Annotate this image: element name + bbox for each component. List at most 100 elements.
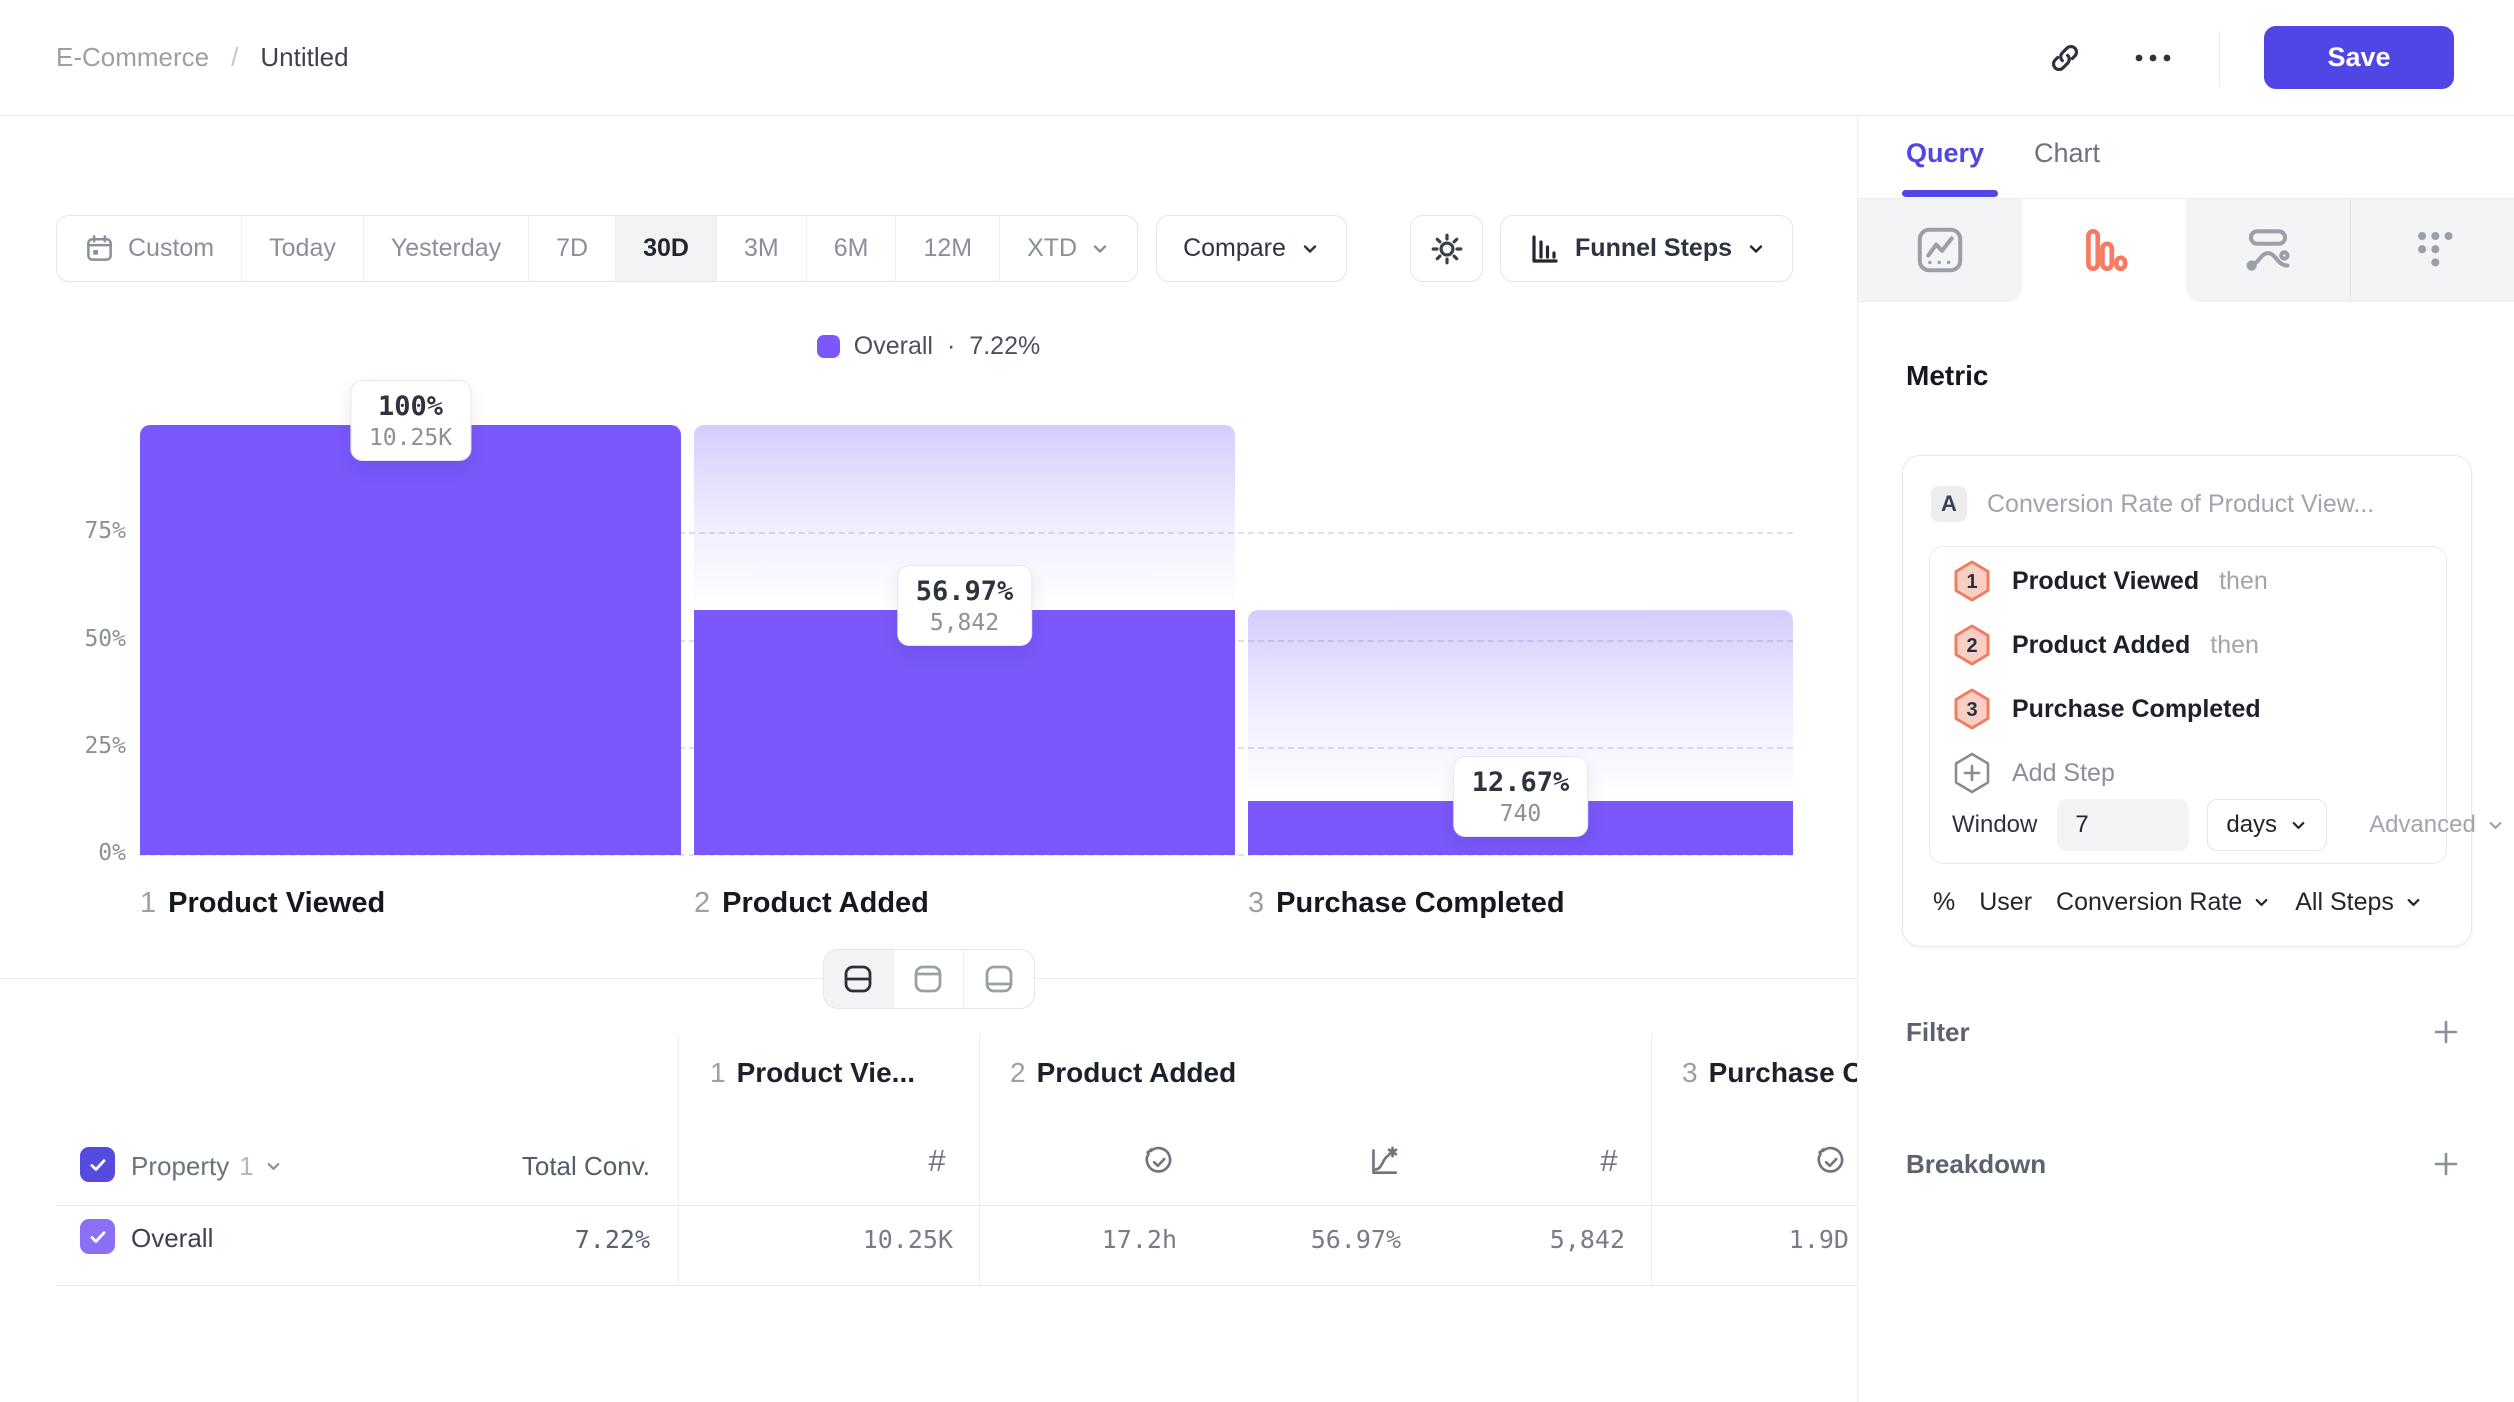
range-12m[interactable]: 12M	[896, 216, 1001, 281]
row-step2-avgtime: 17.2h	[1101, 1225, 1177, 1254]
avg-time-metric-icon[interactable]	[1141, 1143, 1177, 1179]
measure-row: % User Conversion Rate All Steps	[1933, 888, 2423, 917]
step-row-2[interactable]: 2 Product Added then	[1952, 623, 2259, 667]
chart-view-selector[interactable]: Funnel Steps	[1500, 215, 1793, 282]
bar-count-label: 5,842	[929, 610, 1000, 637]
step-hexagon-badge: 3	[1954, 688, 1990, 730]
flow-chart-icon	[2240, 222, 2296, 278]
conversion-rate-metric-icon[interactable]	[1365, 1143, 1401, 1179]
chart-toolbar: Custom Today Yesterday 7D 30D 3M 6M 12M …	[56, 215, 1793, 282]
row-step1-count: 10.25K	[862, 1225, 953, 1254]
range-6m[interactable]: 6M	[807, 216, 897, 281]
range-today[interactable]: Today	[242, 216, 364, 281]
chevron-down-icon	[2289, 816, 2308, 835]
bar-label: 100% 10.25K	[349, 380, 472, 461]
panel-tabs: Query Chart	[1858, 116, 2514, 199]
range-yesterday[interactable]: Yesterday	[364, 216, 530, 281]
link-icon	[2047, 40, 2083, 76]
step-hexagon-badge: 1	[1954, 560, 1990, 602]
range-30d-active[interactable]: 30D	[616, 216, 717, 281]
table-step-1-header: 1 Product Vie...	[710, 1057, 915, 1088]
save-button[interactable]: Save	[2264, 26, 2454, 89]
chart-type-funnel-button-active[interactable]	[2022, 199, 2186, 302]
share-link-button[interactable]	[2043, 36, 2087, 80]
layout-chart-only-button[interactable]	[893, 950, 964, 1008]
chart-type-line-button[interactable]	[1858, 199, 2022, 302]
chart-type-dots-button[interactable]	[2350, 199, 2514, 302]
column-divider	[979, 1035, 980, 1286]
plus-icon	[2434, 1020, 2458, 1044]
window-value-input[interactable]	[2057, 799, 2190, 851]
top-panel-icon	[911, 962, 945, 996]
compare-button[interactable]: Compare	[1156, 215, 1347, 282]
select-all-checkbox[interactable]	[80, 1147, 115, 1182]
metric-section-title: Metric	[1906, 360, 1989, 391]
funnel-bar-step-2[interactable]: 56.97% 5,842	[694, 425, 1235, 855]
y-tick-0: 0%	[98, 840, 126, 866]
chevron-down-icon	[1300, 239, 1320, 259]
range-xtd[interactable]: XTD	[1000, 216, 1137, 281]
chart-type-flow-button[interactable]	[2186, 199, 2350, 302]
funnel-bar-step-3[interactable]: 12.67% 740	[1248, 425, 1793, 855]
funnel-plot: 75% 50% 25% 0% 100% 10.25K 56.97% 5,842 …	[84, 380, 1793, 919]
breadcrumb: E-Commerce / Untitled	[56, 42, 349, 73]
results-table: 1 Product Vie... 2 Product Added 3 Purchase…	[0, 1035, 1863, 1286]
count-metric-icon[interactable]: #	[1600, 1143, 1618, 1178]
y-tick-75: 75%	[84, 518, 126, 544]
y-tick-25: 25%	[84, 733, 126, 759]
advanced-toggle[interactable]: Advanced	[2369, 811, 2505, 839]
range-7d[interactable]: 7D	[529, 216, 617, 281]
chevron-down-icon	[2486, 816, 2505, 835]
avg-time-metric-icon[interactable]	[1813, 1143, 1849, 1179]
measure-scope-select[interactable]: All Steps	[2295, 888, 2423, 917]
header-border	[56, 1205, 1857, 1206]
filter-label: Filter	[1906, 1016, 1970, 1047]
total-conv-header: Total Conv.	[521, 1151, 650, 1181]
step-row-1[interactable]: 1 Product Viewed then	[1952, 559, 2268, 603]
measure-metric-select[interactable]: Conversion Rate	[2056, 888, 2271, 917]
breadcrumb-current[interactable]: Untitled	[260, 42, 349, 72]
row-overall-label: Overall	[131, 1223, 214, 1253]
bar-pct-label: 56.97%	[915, 576, 1014, 608]
count-metric-icon[interactable]: #	[928, 1143, 946, 1178]
funnel-bar-step-1[interactable]: 100% 10.25K	[140, 380, 681, 855]
plus-icon	[2434, 1152, 2458, 1176]
filter-section: Filter	[1906, 1016, 2462, 1048]
tab-chart[interactable]: Chart	[2034, 138, 2101, 168]
svg-text:3: 3	[1966, 699, 1977, 721]
gear-icon	[1429, 231, 1465, 267]
metric-formula-row[interactable]: A Conversion Rate of Product View...	[1931, 486, 2374, 522]
add-breakdown-button[interactable]	[2430, 1148, 2462, 1180]
report-canvas: Custom Today Yesterday 7D 30D 3M 6M 12M …	[0, 116, 1863, 1402]
more-menu-button[interactable]	[2131, 36, 2175, 80]
measure-entity[interactable]: User	[1979, 888, 2033, 916]
legend-separator: ·	[946, 332, 956, 360]
window-unit-select[interactable]: days	[2207, 799, 2328, 851]
top-bar: E-Commerce / Untitled Save	[0, 0, 2514, 116]
x-label-step-1: 1 Product Viewed	[140, 887, 386, 919]
date-range-segmented-control: Custom Today Yesterday 7D 30D 3M 6M 12M …	[56, 215, 1139, 282]
metric-badge: A	[1931, 486, 1967, 522]
line-chart-icon	[1912, 222, 1968, 278]
breadcrumb-parent[interactable]: E-Commerce	[56, 42, 210, 72]
add-filter-button[interactable]	[2430, 1016, 2462, 1048]
column-divider	[1651, 1035, 1652, 1286]
bar-pct-label: 12.67%	[1471, 766, 1570, 798]
legend-value: 7.22%	[969, 332, 1041, 360]
chart-type-strip	[1858, 198, 2514, 302]
layout-table-only-button[interactable]	[963, 950, 1034, 1008]
tab-query[interactable]: Query	[1906, 138, 1985, 168]
bar-chart-icon	[1527, 232, 1561, 266]
property-selector[interactable]: Property 1	[131, 1151, 283, 1182]
layout-split-button[interactable]	[823, 950, 894, 1008]
range-custom[interactable]: Custom	[57, 216, 243, 281]
chart-settings-button[interactable]	[1410, 215, 1484, 282]
range-3m[interactable]: 3M	[717, 216, 807, 281]
dots-grid-icon	[2405, 222, 2461, 278]
step-row-3[interactable]: 3 Purchase Completed	[1952, 687, 2281, 731]
add-step-button[interactable]: Add Step	[1952, 751, 2115, 795]
chart-legend[interactable]: Overall · 7.22%	[0, 332, 1857, 361]
row-border	[56, 1285, 1857, 1286]
legend-label: Overall	[853, 332, 933, 360]
row-overall-checkbox[interactable]	[80, 1219, 115, 1254]
